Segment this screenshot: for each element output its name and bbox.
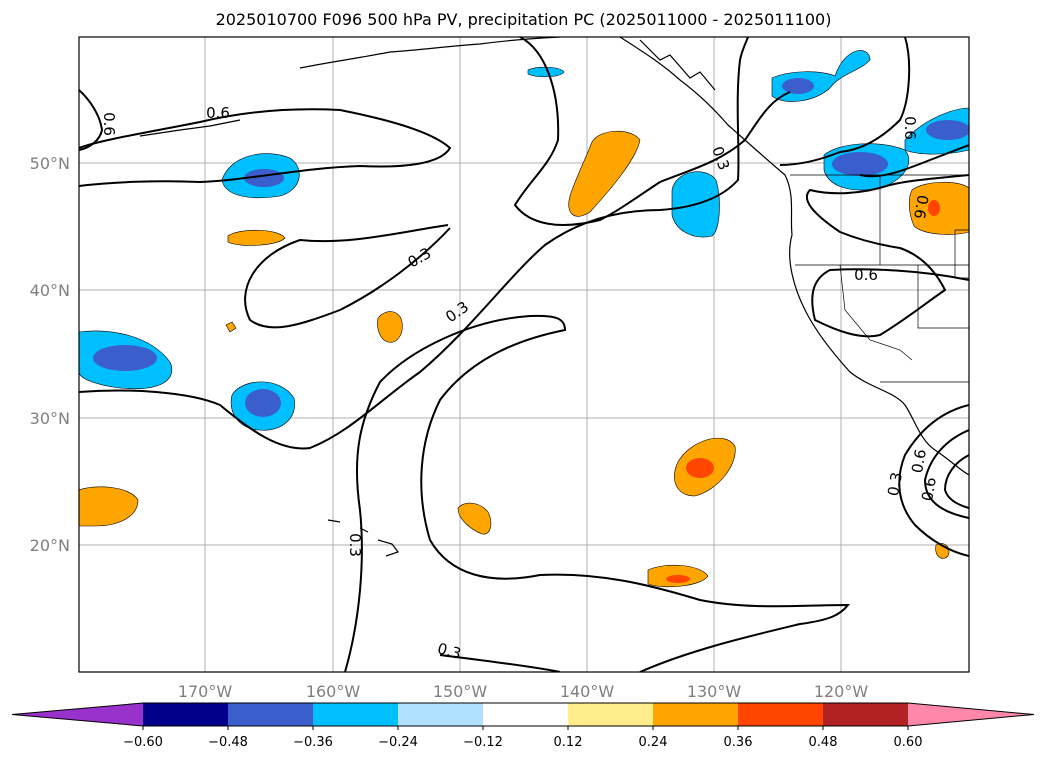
colorbar-tick-label: 0.60 [894,735,923,750]
contour-label: 0.3 [435,639,463,663]
colorbar-tick-label: 0.48 [809,735,838,750]
graticule [79,37,969,672]
colorbar-tick-label: −0.48 [208,735,248,750]
colorbar-segment [823,703,908,726]
lon-label: 170°W [178,682,233,701]
contour-label: 0.3 [346,533,364,557]
contour-label: 0.6 [854,266,878,284]
contour-label: 0.3 [884,471,906,498]
lat-label: 50°N [30,154,70,173]
colorbar-segment [398,703,483,726]
contour-label: 0.6 [100,112,118,136]
colorbar-tick-label: −0.24 [378,735,418,750]
lon-label: 160°W [306,682,361,701]
contour-label: 0.6 [910,194,932,221]
precip-negative-shading [79,50,969,431]
colorbar-extend-min [12,703,143,726]
colorbar-tick-label: 0.24 [639,735,668,750]
map-frame [78,36,970,673]
colorbar-segment [143,703,228,726]
lat-label: 20°N [30,536,70,555]
lon-label: 120°W [814,682,869,701]
colorbar-segment [738,703,823,726]
colorbar-segment [653,703,738,726]
colorbar-segment [228,703,313,726]
latitude-labels: 50°N 40°N 30°N 20°N [30,154,70,555]
colorbar-segment [313,703,398,726]
colorbar-tick-label: −0.36 [293,735,333,750]
lat-label: 30°N [30,409,70,428]
colorbar-tick-label: 0.12 [554,735,583,750]
longitude-labels: 170°W 160°W 150°W 140°W 130°W 120°W [178,682,869,701]
colorbar-tick-label: 0.36 [724,735,753,750]
map-title: 2025010700 F096 500 hPa PV, precipitatio… [215,10,832,29]
precip-positive-shading [79,130,969,588]
contour-label: 0.6 [918,476,940,503]
contour-label: 0.6 [908,448,930,475]
map-plot-area [79,37,969,672]
colorbar: −0.60 −0.48 −0.36 −0.24 −0.12 0.12 0.24 0.36 0.4… [11,702,1035,750]
lon-label: 130°W [687,682,742,701]
colorbar-segment [483,703,568,726]
lon-label: 150°W [433,682,488,701]
lon-label: 140°W [560,682,615,701]
colorbar-tick-label: −0.12 [463,735,503,750]
pv-contours [79,37,969,672]
contour-label: 0.6 [206,104,230,122]
contour-label: 0.6 [901,116,919,140]
colorbar-extend-max [908,703,1034,726]
lat-label: 40°N [30,281,70,300]
coastlines [139,37,969,557]
colorbar-segment [568,703,653,726]
colorbar-tick-label: −0.60 [123,735,163,750]
